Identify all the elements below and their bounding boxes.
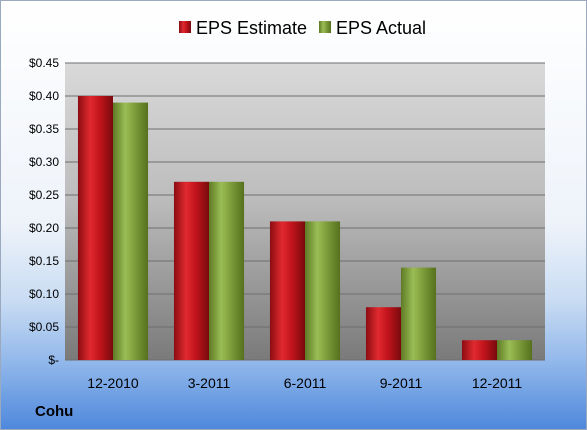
y-tick-label: $0.20 <box>29 221 59 235</box>
x-tick-label: 3-2011 <box>188 375 231 391</box>
legend-label: EPS Actual <box>336 18 426 38</box>
y-tick-label: $0.40 <box>29 89 59 103</box>
bar-eps-estimate <box>365 307 401 360</box>
legend-swatch <box>179 21 191 33</box>
y-tick-label: $0.45 <box>29 56 59 70</box>
bar-eps-actual <box>305 221 341 360</box>
x-tick-label: 9-2011 <box>380 375 423 391</box>
y-tick-label: $0.25 <box>29 188 59 202</box>
x-axis-ticks: 12-2010 3-2011 6-2011 9-2011 12-2011 <box>87 375 522 391</box>
bar-eps-estimate <box>77 96 113 360</box>
y-axis-ticks: $- $0.05 $0.10 $0.15 $0.20 $0.25 $0.30 $0.35 $0.… <box>29 56 59 367</box>
x-tick-label: 12-2010 <box>87 375 139 391</box>
legend-swatch <box>319 21 331 33</box>
bar-eps-actual <box>209 181 245 360</box>
x-tick-label: 12-2011 <box>472 375 523 391</box>
bar-eps-estimate <box>173 181 209 360</box>
y-tick-label: $0.10 <box>29 287 59 301</box>
y-tick-label: $0.05 <box>29 320 59 334</box>
legend-label: EPS Estimate <box>196 18 307 38</box>
bar-eps-estimate <box>269 221 305 360</box>
bars <box>77 96 533 360</box>
legend: EPS Estimate EPS Actual <box>179 18 426 38</box>
y-tick-label: $- <box>48 353 59 367</box>
bar-eps-actual <box>497 340 533 360</box>
bar-eps-actual <box>401 267 437 360</box>
bar-eps-actual <box>113 102 149 360</box>
y-tick-label: $0.30 <box>29 155 59 169</box>
bar-eps-estimate <box>461 340 497 360</box>
y-tick-label: $0.15 <box>29 254 59 268</box>
y-tick-label: $0.35 <box>29 122 59 136</box>
company-name: Cohu <box>35 403 74 420</box>
x-tick-label: 6-2011 <box>284 375 327 391</box>
